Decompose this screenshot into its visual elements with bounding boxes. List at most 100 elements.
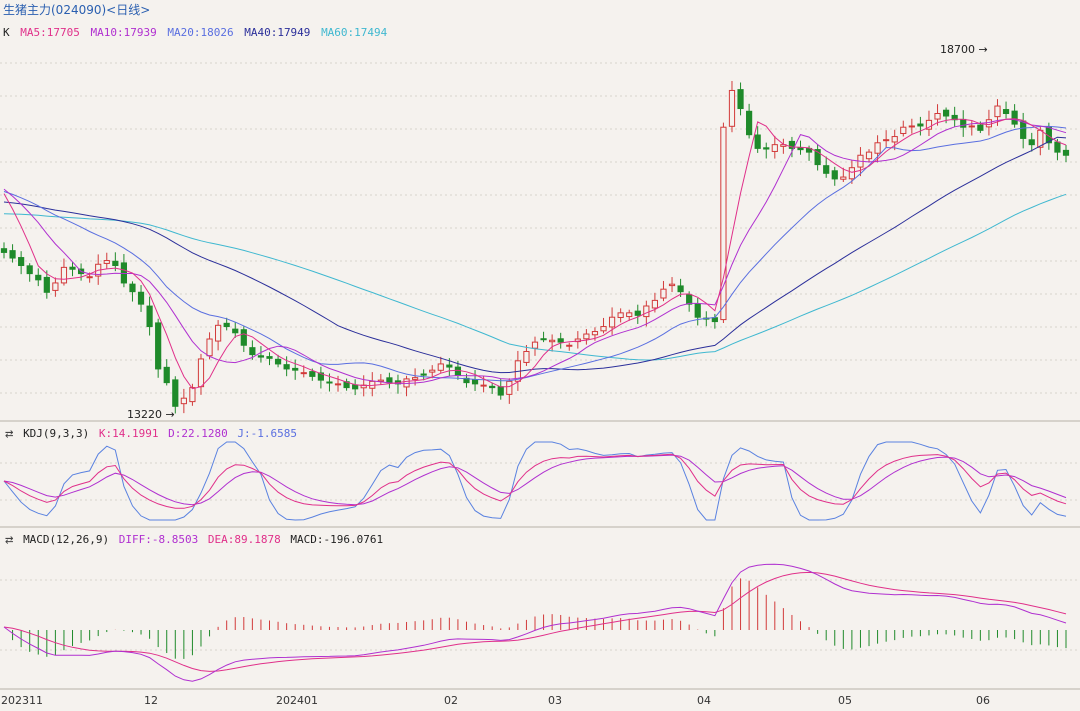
candle-body: [274, 358, 282, 365]
candle-body: [489, 385, 496, 389]
candle-body: [86, 276, 93, 279]
ma5-line: [3, 118, 1067, 390]
candle-body: [840, 176, 847, 180]
kdj-d-line: [3, 454, 1067, 506]
candle-body: [728, 89, 736, 127]
kdj-j-value: J:-1.6585: [237, 427, 297, 440]
candle-body: [137, 291, 145, 305]
candle-body: [506, 380, 513, 395]
swap-indicator-icon[interactable]: ⇄: [5, 532, 14, 548]
candle-body: [523, 350, 530, 363]
candle-body: [180, 397, 187, 405]
x-label-2: 202401: [276, 694, 318, 707]
candle-body: [300, 372, 307, 375]
candle-body: [309, 371, 316, 377]
candle-body: [26, 265, 33, 275]
candle-body: [163, 366, 170, 384]
candle-body: [694, 303, 701, 318]
ma60-line: [3, 193, 1067, 361]
macd-name: MACD(12,26,9): [23, 533, 110, 546]
candle-body: [643, 305, 650, 318]
candle-body: [232, 328, 239, 334]
swap-indicator-icon[interactable]: ⇄: [5, 426, 14, 442]
main-legend: K MA5:17705 MA10:17939 MA20:18026 MA40:1…: [3, 26, 391, 39]
candle-body: [257, 355, 265, 358]
candle-body: [746, 110, 753, 136]
candle-body: [454, 366, 462, 376]
x-label-1: 12: [144, 694, 158, 707]
candle-body: [891, 136, 898, 143]
macd-legend: ⇄ MACD(12,26,9) DIFF:-8.8503 DEA:89.1878…: [5, 532, 386, 548]
candle-body: [317, 372, 324, 381]
candle-body: [497, 386, 504, 396]
candle-body: [626, 312, 633, 318]
candle-body: [608, 316, 616, 328]
candle-body: [754, 134, 761, 149]
macd-macd-value: MACD:-196.0761: [290, 533, 384, 546]
candle-body: [0, 248, 8, 253]
legend-ma60: MA60:17494: [321, 26, 388, 39]
candle-body: [883, 139, 890, 142]
candle-body: [197, 358, 205, 388]
ma10-line: [3, 118, 1067, 385]
candle-body: [549, 339, 556, 343]
kdj-d-value: D:22.1280: [168, 427, 228, 440]
candle-body: [155, 322, 162, 370]
candle-body: [129, 283, 136, 293]
candle-body: [651, 299, 659, 309]
candle-body: [900, 126, 907, 134]
candle-body: [1028, 139, 1035, 146]
candle-body: [52, 282, 59, 291]
candle-body: [977, 124, 984, 131]
candle-body: [865, 151, 873, 160]
candle-body: [283, 364, 290, 370]
candle-body: [994, 105, 1001, 118]
candle-body: [240, 329, 247, 346]
legend-ma5: MA5:17705: [20, 26, 80, 39]
candle-body: [120, 262, 128, 284]
candle-body: [925, 119, 933, 130]
candle-body: [172, 379, 179, 407]
candle-body: [1020, 120, 1027, 139]
candle-body: [1002, 109, 1010, 115]
kdj-name: KDJ(9,3,3): [23, 427, 90, 440]
candle-body: [737, 89, 744, 110]
candle-body: [591, 331, 599, 336]
candle-body: [634, 310, 641, 316]
candle-body: [377, 379, 384, 382]
ma40-line: [3, 136, 1067, 374]
candle-body: [446, 364, 453, 368]
candle-body: [9, 250, 16, 259]
candle-body: [69, 266, 76, 270]
candle-body: [540, 338, 547, 341]
candle-body: [266, 356, 273, 359]
x-label-5: 04: [697, 694, 711, 707]
candle-body: [206, 338, 213, 357]
candle-body: [112, 260, 119, 267]
legend-prefix: K: [3, 26, 10, 39]
high-arrow-icon: →: [975, 43, 988, 56]
candle-body: [942, 109, 950, 117]
candle-body: [874, 142, 881, 154]
candle-body: [566, 344, 573, 347]
candle-body: [1011, 110, 1018, 125]
candle-body: [814, 149, 821, 166]
kdj-j-line: [3, 441, 1067, 521]
x-label-3: 02: [444, 694, 458, 707]
candle-body: [531, 341, 539, 349]
candle-body: [471, 379, 479, 385]
candle-body: [677, 285, 684, 293]
candle-body: [686, 294, 693, 305]
x-label-6: 05: [838, 694, 852, 707]
candle-body: [249, 347, 256, 356]
candle-body: [831, 170, 838, 180]
kdj-legend: ⇄ KDJ(9,3,3) K:14.1991 D:22.1280 J:-1.65…: [5, 426, 300, 442]
candle-body: [18, 257, 25, 267]
candle-body: [617, 312, 624, 318]
macd-diff-value: DIFF:-8.8503: [118, 533, 199, 546]
candle-body: [437, 363, 444, 371]
candle-body: [223, 322, 230, 328]
candle-body: [60, 266, 68, 284]
x-label-0: 202311: [1, 694, 43, 707]
